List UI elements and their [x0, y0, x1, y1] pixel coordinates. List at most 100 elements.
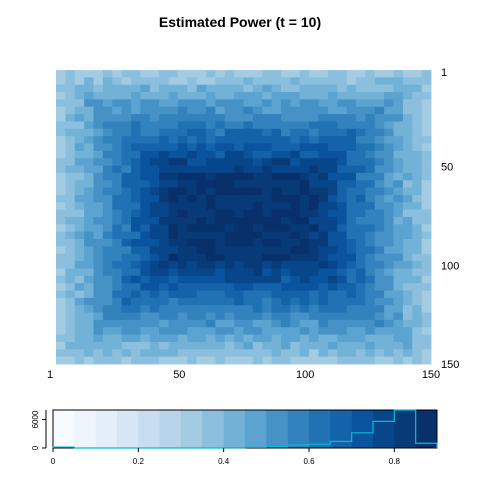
heatmap-cell: [318, 180, 329, 188]
heatmap-cell: [215, 158, 226, 166]
heatmap-cell: [84, 114, 94, 122]
heatmap-cell: [309, 290, 319, 299]
heatmap-cell: [421, 334, 432, 343]
heatmap-cell: [337, 136, 348, 144]
heatmap-cell: [196, 334, 207, 343]
heatmap-cell: [402, 261, 413, 269]
heatmap-cell: [102, 194, 113, 203]
heatmap-cell: [262, 143, 273, 152]
heatmap-cell: [299, 341, 310, 350]
heatmap-cell: [243, 305, 254, 313]
heatmap-cell: [177, 283, 188, 291]
heatmap-cell: [74, 92, 85, 100]
heatmap-cell: [318, 327, 329, 335]
heatmap-cell: [365, 187, 376, 196]
heatmap-cell: [337, 194, 348, 203]
heatmap-cell: [309, 194, 319, 203]
heatmap-cell: [337, 268, 348, 277]
heatmap-cell: [187, 136, 198, 144]
heatmap-cell: [318, 99, 329, 108]
heatmap-cell: [187, 231, 198, 240]
heatmap-cell: [402, 209, 413, 218]
heatmap-cell: [374, 92, 385, 100]
heatmap-cell: [262, 77, 273, 86]
heatmap-cell: [356, 165, 366, 174]
heatmap-cell: [393, 334, 404, 343]
heatmap-cell: [327, 275, 338, 284]
heatmap-cell: [74, 297, 85, 306]
heatmap-cell: [356, 172, 366, 181]
heatmap-cell: [102, 172, 113, 181]
heatmap-cell: [337, 158, 348, 166]
heatmap-cell: [234, 349, 244, 358]
heatmap-cell: [421, 136, 432, 144]
heatmap-cell: [84, 121, 94, 130]
heatmap-cell: [149, 305, 160, 313]
heatmap-cell: [149, 106, 160, 115]
heatmap-cell: [421, 121, 432, 130]
heatmap-cell: [337, 224, 348, 233]
heatmap-cell: [65, 84, 76, 93]
heatmap-cell: [299, 224, 310, 233]
heatmap-cell: [365, 99, 376, 108]
heatmap-cell: [346, 158, 357, 166]
heatmap-cell: [356, 202, 366, 211]
heatmap-cell: [187, 268, 198, 277]
heatmap-cell: [327, 114, 338, 122]
heatmap-cell: [149, 268, 160, 277]
heatmap-cell: [412, 239, 423, 247]
heatmap-cell: [374, 158, 385, 166]
heatmap-cell: [65, 217, 76, 225]
heatmap-cell: [309, 136, 319, 144]
heatmap-cell: [215, 319, 226, 328]
heatmap-cell: [281, 268, 291, 277]
heatmap-cell: [168, 172, 179, 181]
heatmap-cell: [393, 312, 404, 321]
heatmap-cell: [121, 106, 132, 115]
heatmap-cell: [93, 165, 104, 174]
heatmap-cell: [365, 172, 376, 181]
heatmap-cell: [234, 187, 244, 196]
heatmap-cell: [327, 341, 338, 350]
heatmap-cell: [243, 261, 254, 269]
heatmap-cell: [281, 150, 291, 159]
heatmap-cell: [281, 283, 291, 291]
heatmap-cell: [271, 297, 282, 306]
heatmap-cell: [159, 180, 169, 188]
heatmap-cell: [271, 305, 282, 313]
heatmap-cell: [243, 128, 254, 137]
heatmap-cell: [140, 84, 151, 93]
heatmap-cell: [196, 217, 207, 225]
heatmap-cell: [262, 305, 273, 313]
heatmap-cell: [215, 77, 226, 86]
heatmap-cell: [112, 239, 123, 247]
heatmap-cell: [74, 217, 85, 225]
heatmap-cell: [290, 158, 301, 166]
heatmap-cell: [131, 217, 141, 225]
heatmap-cell: [74, 99, 85, 108]
heatmap-cell: [412, 305, 423, 313]
heatmap-cell: [140, 319, 151, 328]
heatmap-cell: [299, 297, 310, 306]
heatmap-cell: [262, 209, 273, 218]
heatmap-cell: [262, 239, 273, 247]
heatmap-cell: [74, 128, 85, 137]
heatmap-cell: [56, 158, 66, 166]
heatmap-cell: [74, 319, 85, 328]
heatmap-cell: [384, 297, 394, 306]
heatmap-cell: [234, 128, 244, 137]
heatmap-cell: [402, 121, 413, 130]
heatmap-cell: [234, 231, 244, 240]
heatmap-cell: [224, 275, 235, 284]
heatmap-cell: [243, 327, 254, 335]
heatmap-cell: [65, 150, 76, 159]
heatmap-cell: [74, 327, 85, 335]
heatmap-cell: [224, 84, 235, 93]
heatmap-cell: [271, 187, 282, 196]
heatmap-cell: [56, 334, 66, 343]
heatmap-cell: [356, 217, 366, 225]
heatmap-cell: [159, 217, 169, 225]
heatmap-cell: [93, 246, 104, 255]
heatmap-cell: [402, 158, 413, 166]
heatmap-cell: [159, 327, 169, 335]
